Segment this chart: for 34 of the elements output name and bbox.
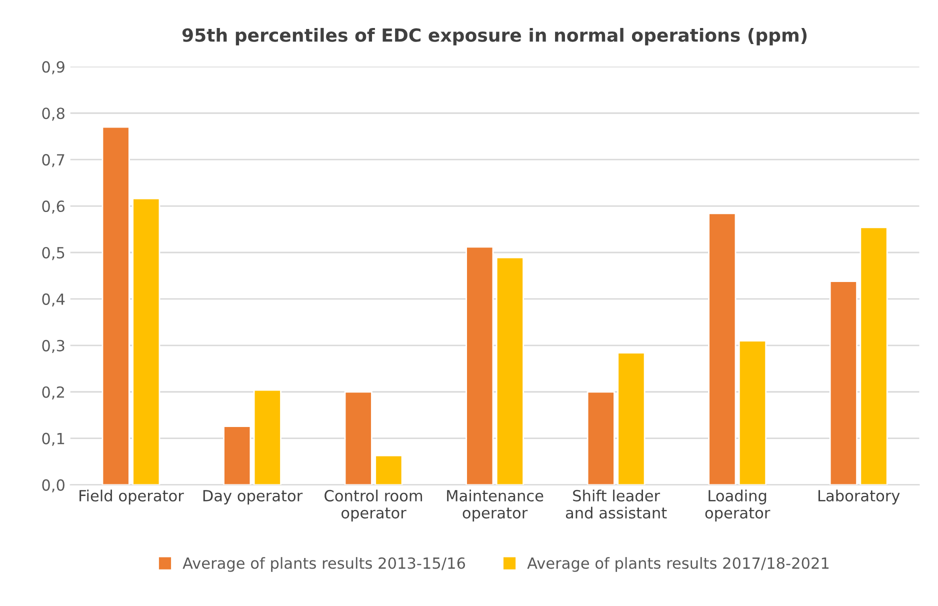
y-tick-label: 0,1 (42, 432, 64, 446)
bar (860, 226, 888, 485)
bar (617, 352, 646, 485)
y-tick-label: 0,9 (42, 61, 64, 74)
x-tick-label: Field operator (80, 490, 184, 504)
bar (253, 389, 282, 485)
x-tick-label: Maintenance operator (447, 490, 544, 522)
x-tick-label: Day operator (203, 490, 303, 504)
y-tick-label: 0,2 (42, 386, 64, 400)
x-tick-label: Control room operator (324, 490, 422, 522)
bar (496, 256, 524, 485)
bar (223, 426, 252, 485)
bar (466, 246, 494, 485)
bar (132, 198, 160, 485)
x-tick-label: Shift leader and assistant (566, 490, 667, 519)
legend-label: Average of plants results 2013-15/16 (182, 557, 466, 572)
y-tick-label: 0,7 (42, 154, 64, 168)
y-tick-label: 0,8 (42, 108, 64, 121)
y-tick-label: 0,4 (42, 293, 65, 307)
bar (344, 391, 372, 485)
legend-label: Average of plants results 2017/18-2021 (527, 557, 829, 572)
bar (708, 212, 736, 485)
bar (102, 126, 130, 485)
y-tick-label: 0,0 (42, 479, 64, 492)
x-tick-label: Laboratory (818, 490, 900, 504)
bar (586, 391, 615, 485)
x-tick-label: Loading operator (705, 490, 770, 522)
y-tick-label: 0,3 (42, 340, 64, 353)
bar (374, 454, 403, 485)
bar (829, 280, 858, 485)
y-tick-label: 0,5 (42, 246, 64, 260)
y-tick-label: 0,6 (42, 200, 65, 214)
bar (738, 340, 767, 485)
chart-title: 95th percentiles of EDC exposure in normal operations (ppm) (182, 28, 807, 46)
